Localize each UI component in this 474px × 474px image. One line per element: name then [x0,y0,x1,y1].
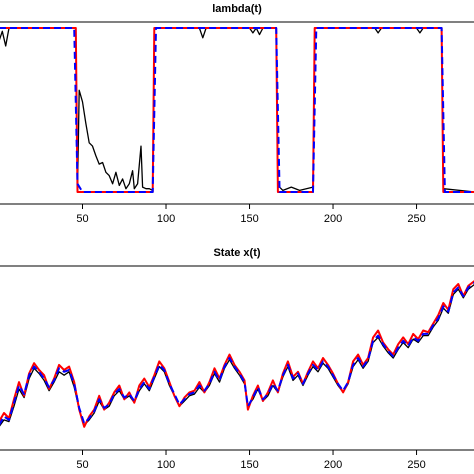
lambda-x-tick-label-150: 150 [240,213,258,225]
state-title: State x(t) [213,247,260,259]
state-x-tick-label-150: 150 [240,459,258,471]
lambda-plot-frame [0,21,474,205]
lambda-series-line-0 [0,27,474,193]
state-x-tick-label-250: 250 [407,459,425,471]
lambda-x-axis: 50 100 150 200 250 [76,204,426,225]
lambda-x-tick-label-100: 100 [157,213,175,225]
state-series-line-2 [0,283,474,427]
lambda-series-layer [0,27,474,193]
lambda-x-tick-label-50: 50 [76,213,88,225]
lambda-panel: lambda(t) 50 100 150 200 250 [0,3,474,225]
state-series-line-0 [0,280,474,428]
lambda-title: lambda(t) [212,3,262,15]
state-series-line-1 [0,281,474,426]
lambda-x-tick-label-200: 200 [324,213,342,225]
lambda-series-line-1 [0,27,474,193]
lambda-series-line-2 [0,27,474,193]
state-x-tick-label-200: 200 [324,459,342,471]
lambda-x-tick-label-250: 250 [407,213,425,225]
state-panel: State x(t) 50 100 150 200 250 [0,247,474,471]
state-series-layer [0,280,474,428]
state-x-axis: 50 100 150 200 250 [76,450,426,471]
state-plot-frame [0,265,474,451]
state-x-tick-label-50: 50 [76,459,88,471]
state-x-tick-label-100: 100 [157,459,175,471]
